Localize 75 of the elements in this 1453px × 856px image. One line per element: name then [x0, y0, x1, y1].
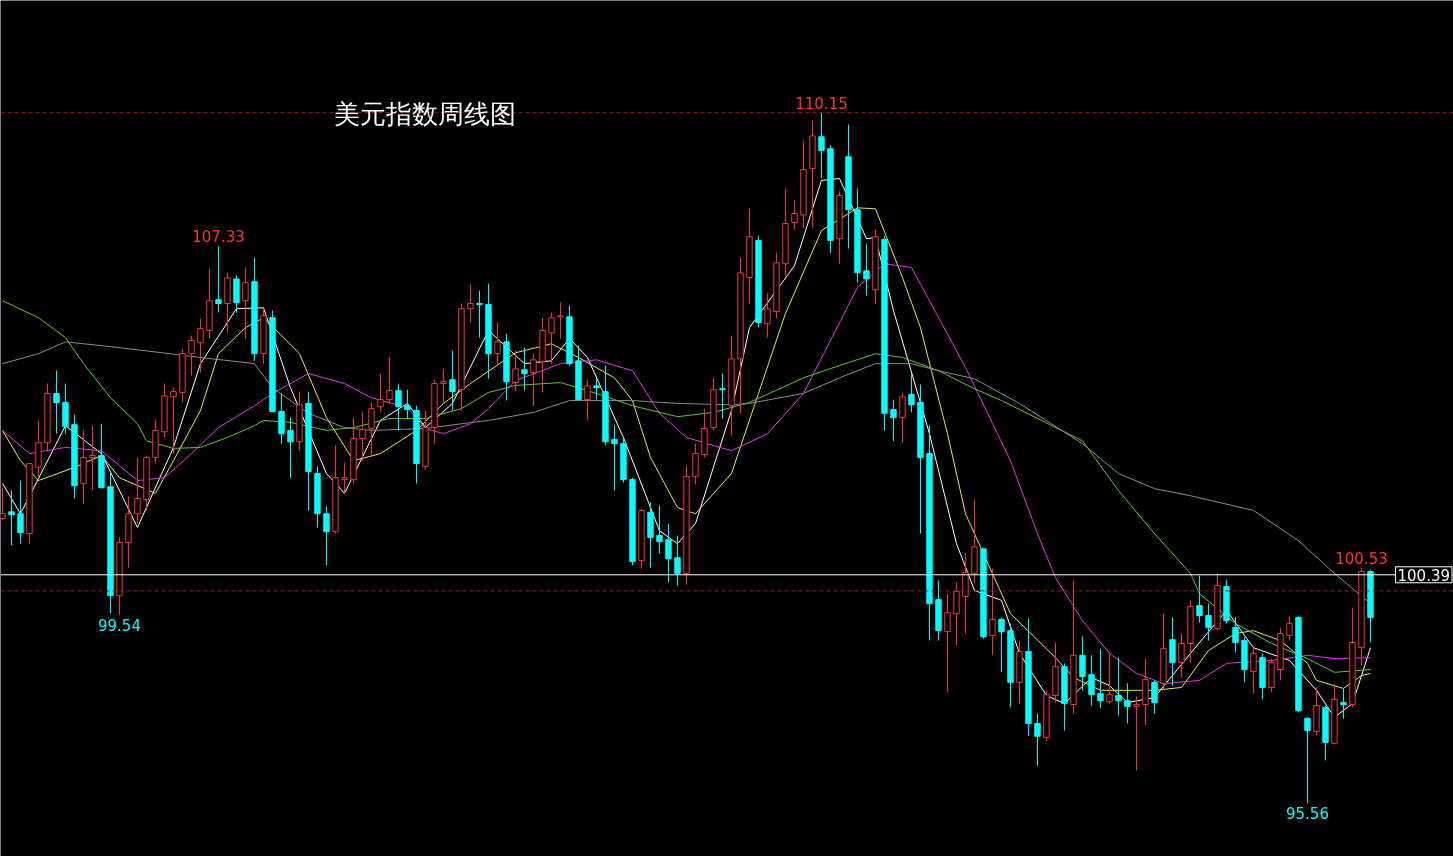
candlestick — [908, 373, 915, 413]
candlestick — [494, 321, 501, 365]
candlestick — [1115, 657, 1122, 716]
candlestick — [278, 392, 285, 445]
candlestick — [530, 353, 537, 407]
candlestick — [89, 425, 96, 492]
candlestick — [953, 581, 960, 646]
candlestick — [233, 275, 240, 313]
candlestick — [395, 383, 402, 431]
candlestick — [404, 389, 411, 420]
candlestick — [863, 243, 870, 296]
annotation: 107.33 — [192, 228, 245, 247]
text: 美元指数周线图 — [333, 98, 516, 129]
candlestick — [17, 480, 24, 545]
candlestick — [593, 377, 600, 401]
candlestick — [242, 267, 249, 340]
candlestick — [359, 410, 366, 462]
annotation: 100.53 — [1335, 550, 1388, 569]
candlestick — [1034, 713, 1041, 767]
candlestick — [584, 379, 591, 421]
candlestick — [1169, 616, 1176, 687]
candlestick — [512, 350, 519, 392]
candlestick — [665, 523, 672, 583]
candlestick — [1205, 603, 1212, 642]
candlestick — [323, 506, 330, 566]
candlestick — [1124, 682, 1131, 724]
candlestick — [53, 370, 60, 435]
candlestick — [287, 417, 294, 479]
candlestick — [944, 593, 951, 693]
candlestick — [764, 293, 771, 339]
candlestick — [989, 568, 996, 656]
candlestick — [476, 290, 483, 339]
candlestick — [656, 505, 663, 554]
candlestick — [1340, 687, 1347, 720]
candlestick — [449, 350, 456, 412]
ref-line-label: 100.39 — [1397, 566, 1450, 585]
candlestick — [215, 245, 222, 313]
candlestick — [1250, 647, 1257, 695]
candlestick — [1196, 575, 1203, 624]
candlestick — [188, 335, 195, 376]
candlestick — [1304, 716, 1311, 804]
candlestick — [1178, 633, 1185, 679]
candlestick — [1232, 616, 1239, 653]
candlestick — [1286, 615, 1293, 642]
candlestick — [1079, 635, 1086, 691]
candlestick — [377, 374, 384, 413]
candlestick — [1151, 679, 1158, 715]
candlestick — [998, 616, 1005, 673]
candlestick — [548, 312, 555, 365]
candlestick — [521, 347, 528, 392]
candlestick — [611, 424, 618, 492]
candlestick — [557, 302, 564, 340]
candlestick — [818, 112, 825, 180]
candlestick — [719, 373, 726, 420]
annotation: 99.54 — [98, 617, 141, 636]
candlestick — [899, 392, 906, 444]
candlestick — [692, 443, 699, 485]
candlestick — [467, 284, 474, 323]
candlestick — [134, 456, 141, 525]
candlestick — [341, 462, 348, 494]
candlestick — [368, 401, 375, 458]
annotation: 110.15 — [795, 94, 848, 113]
candlestick — [791, 199, 798, 231]
candlestick — [1097, 648, 1104, 709]
candlestick — [1088, 654, 1095, 706]
candlestick — [170, 387, 177, 455]
candlestick — [440, 368, 447, 404]
candlestick — [197, 318, 204, 374]
candlestick — [8, 490, 15, 546]
candlestick — [1133, 695, 1140, 771]
annotation: 95.56 — [1286, 805, 1329, 824]
candlestick — [674, 535, 681, 587]
candlestick — [890, 399, 897, 442]
candlestick — [1106, 651, 1113, 705]
candlestick — [386, 356, 393, 404]
